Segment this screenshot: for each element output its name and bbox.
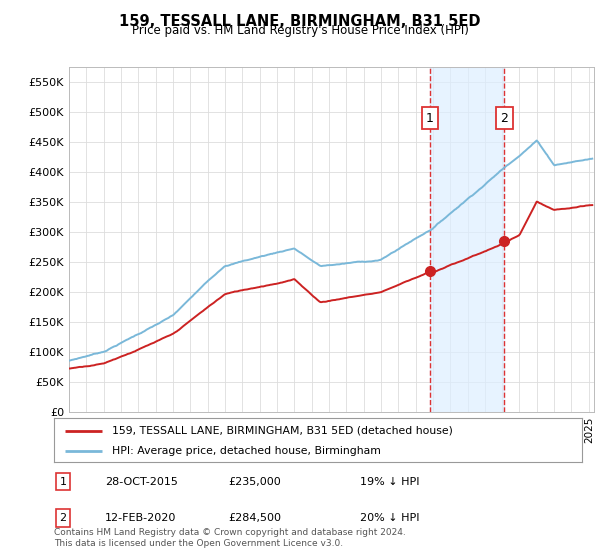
Text: 2: 2 bbox=[500, 111, 508, 125]
Text: 20% ↓ HPI: 20% ↓ HPI bbox=[360, 513, 419, 523]
Bar bbox=[430, 67, 504, 412]
Text: 159, TESSALL LANE, BIRMINGHAM, B31 5ED: 159, TESSALL LANE, BIRMINGHAM, B31 5ED bbox=[119, 14, 481, 29]
Text: 28-OCT-2015: 28-OCT-2015 bbox=[105, 477, 178, 487]
Text: 1: 1 bbox=[426, 111, 434, 125]
Text: 159, TESSALL LANE, BIRMINGHAM, B31 5ED (detached house): 159, TESSALL LANE, BIRMINGHAM, B31 5ED (… bbox=[112, 426, 453, 436]
Text: HPI: Average price, detached house, Birmingham: HPI: Average price, detached house, Birm… bbox=[112, 446, 381, 456]
Text: 2: 2 bbox=[59, 513, 67, 523]
Text: £284,500: £284,500 bbox=[228, 513, 281, 523]
Text: £235,000: £235,000 bbox=[228, 477, 281, 487]
Text: 19% ↓ HPI: 19% ↓ HPI bbox=[360, 477, 419, 487]
Text: 1: 1 bbox=[59, 477, 67, 487]
Text: 12-FEB-2020: 12-FEB-2020 bbox=[105, 513, 176, 523]
Text: Price paid vs. HM Land Registry's House Price Index (HPI): Price paid vs. HM Land Registry's House … bbox=[131, 24, 469, 37]
Text: Contains HM Land Registry data © Crown copyright and database right 2024.
This d: Contains HM Land Registry data © Crown c… bbox=[54, 528, 406, 548]
